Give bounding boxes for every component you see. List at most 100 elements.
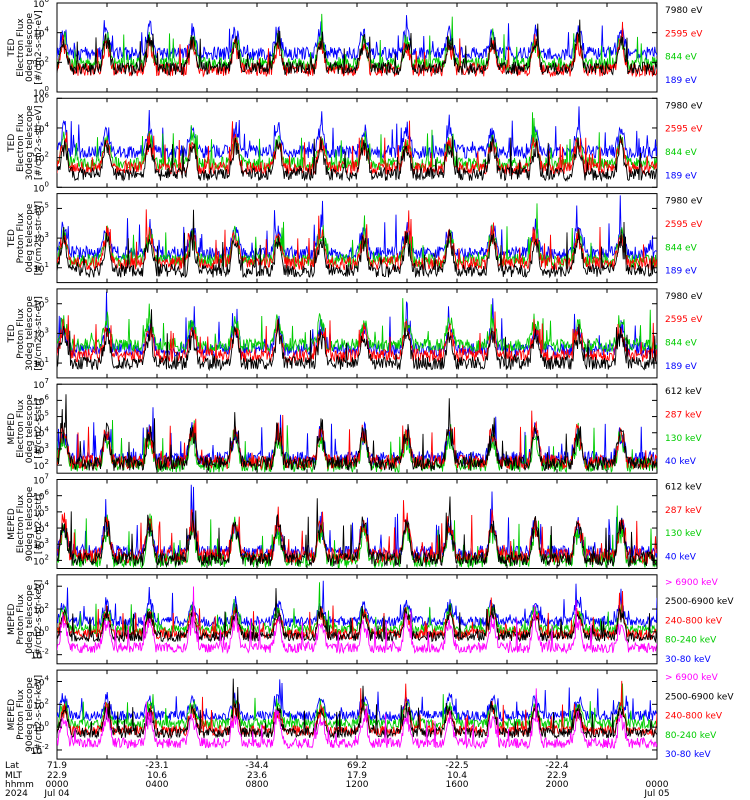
x-tick-label: 0000 <box>646 780 669 790</box>
y-tick-label: 106 <box>33 91 49 105</box>
y-axis-label: MEPEDElectron Flux90deg telescope[#/cm2-… <box>7 486 44 561</box>
legend-entry: 80-240 keV <box>665 636 717 646</box>
legend-entry: 2595 eV <box>665 220 703 230</box>
y-tick-label: 100 <box>33 180 49 194</box>
x-tick-label: -34.4 <box>245 761 269 771</box>
legend-entry: 2595 eV <box>665 29 703 39</box>
y-tick-label: 105 <box>33 297 49 311</box>
legend: 612 keV 287 keV 130 keV 40 keV <box>665 387 702 467</box>
series-line <box>57 588 657 644</box>
y-axis-label: TEDElectron Flux30deg telescope[#/cm2-s-… <box>7 105 44 180</box>
x-axis-row-label: 2024 <box>5 789 28 799</box>
x-tick-label: 0000 <box>46 780 69 790</box>
x-tick-label: 71.9 <box>47 761 67 771</box>
x-tick-label: 1600 <box>446 780 469 790</box>
legend: 7980 eV 2595 eV 844 eV 189 eV <box>665 101 703 181</box>
series-line <box>57 209 657 279</box>
y-tick-label: 104 <box>33 579 49 593</box>
y-tick-label: 100 <box>33 85 49 99</box>
x-tick-label: Jul 04 <box>43 789 69 799</box>
y-tick-label: 10-2 <box>31 648 49 662</box>
y-tick-label: 103 <box>33 326 49 340</box>
y-tick-label: 10-2 <box>31 743 49 757</box>
x-tick-label: 1200 <box>346 780 369 790</box>
x-tick-label: 0800 <box>246 780 269 790</box>
x-tick-label: 10.6 <box>147 771 167 781</box>
legend-entry: 189 eV <box>665 76 698 86</box>
x-tick-label: 22.9 <box>547 771 567 781</box>
legend-entry: 2595 eV <box>665 315 703 325</box>
legend-entry: 7980 eV <box>665 101 703 111</box>
y-tick-label: 103 <box>33 537 49 551</box>
legend-entry: 287 keV <box>665 411 702 421</box>
series-line <box>57 678 657 740</box>
x-tick-label: 23.6 <box>247 771 267 781</box>
series-line <box>57 135 657 183</box>
y-tick-label: 103 <box>33 231 49 245</box>
legend: 612 keV 287 keV 130 keV 40 keV <box>665 483 702 563</box>
legend-entry: 844 eV <box>665 243 698 253</box>
legend-entry: 189 eV <box>665 362 698 372</box>
legend: > 6900 keV 2500-6900 keV 240-800 keV 80-240… <box>665 578 734 665</box>
legend-entry: 30-80 keV <box>665 750 711 760</box>
x-tick-label: 0400 <box>146 780 169 790</box>
y-tick-label: 107 <box>33 473 49 487</box>
legend-entry: 40 keV <box>665 457 697 467</box>
x-axis-row-label: MLT <box>5 771 23 781</box>
series-line <box>57 496 657 568</box>
y-tick-label: 106 <box>33 489 49 503</box>
legend-entry: 40 keV <box>665 553 697 563</box>
y-tick-label: 102 <box>33 55 49 69</box>
legend-entry: 2500-6900 keV <box>665 692 734 702</box>
series-line <box>57 298 657 353</box>
legend-entry: 2595 eV <box>665 125 703 135</box>
series-line <box>57 21 657 78</box>
series-line <box>57 688 657 750</box>
x-tick-label: 69.2 <box>347 761 367 771</box>
series-line <box>57 683 657 731</box>
legend-entry: 612 keV <box>665 483 702 493</box>
x-tick-label: Jul 05 <box>643 789 669 799</box>
y-axis-label: MEPEDProton Flux90deg telescope[#/cm2-s-… <box>7 675 44 754</box>
series-line <box>57 586 657 655</box>
x-tick-label: 2000 <box>546 780 569 790</box>
series-line <box>57 580 657 629</box>
legend: 7980 eV 2595 eV 844 eV 189 eV <box>665 6 703 86</box>
y-tick-label: 102 <box>33 553 49 567</box>
y-tick-label: 105 <box>33 201 49 215</box>
y-tick-label: 104 <box>33 426 49 440</box>
series-line <box>57 500 657 565</box>
legend-entry: > 6900 keV <box>665 578 719 588</box>
x-tick-label: 17.9 <box>347 771 367 781</box>
legend-entry: 130 keV <box>665 434 702 444</box>
series-line <box>57 407 657 467</box>
x-tick-label: 10.4 <box>447 771 467 781</box>
series-line <box>57 19 657 77</box>
x-tick-label: -22.4 <box>545 761 569 771</box>
series-line <box>57 112 657 172</box>
y-tick-label: 102 <box>33 697 49 711</box>
legend-entry: 844 eV <box>665 339 698 349</box>
legend-entry: 287 keV <box>665 506 702 516</box>
legend-entry: 2500-6900 keV <box>665 597 734 607</box>
y-tick-label: 103 <box>33 442 49 456</box>
legend-entry: 80-240 keV <box>665 731 717 741</box>
y-axis-label: TEDElectron Flux0deg telescope[#/cm2-s-s… <box>7 10 44 85</box>
x-axis-labels: Lat 71.9 -23.1 -34.4 69.2 -22.5 -22.4 MLT 22.9 10… <box>5 761 670 799</box>
y-tick-label: 100 <box>33 720 49 734</box>
y-tick-label: 105 <box>33 505 49 519</box>
y-tick-label: 101 <box>33 261 49 275</box>
legend-entry: 844 eV <box>665 148 698 158</box>
panel-frame <box>56 2 658 93</box>
series-line <box>57 311 657 364</box>
y-axis-label: TEDProton Flux0deg telescope[#/cm2-s-str… <box>7 201 44 276</box>
legend: 7980 eV 2595 eV 844 eV 189 eV <box>665 197 703 277</box>
x-axis-row-label: hhmm <box>5 780 34 790</box>
legend-entry: 240-800 keV <box>665 616 723 626</box>
y-tick-label: 104 <box>33 521 49 535</box>
y-axis-label: MEPEDElectron Flux0deg telescope[#/cm2-s… <box>7 394 44 464</box>
